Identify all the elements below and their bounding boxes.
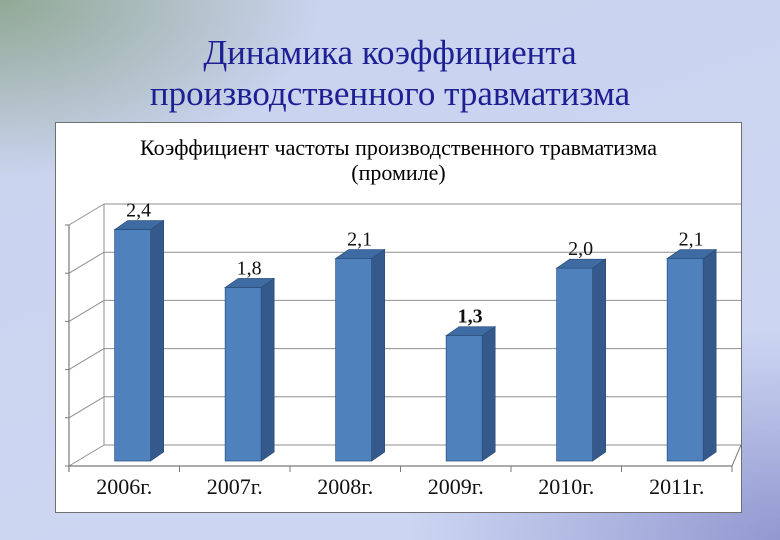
slide-title-line-1: Динамика коэффициента bbox=[203, 33, 577, 72]
left-wall-gridline bbox=[68, 348, 105, 371]
category-label: 2011г. bbox=[649, 474, 704, 499]
left-wall-gridline bbox=[68, 444, 105, 467]
bar-front-face bbox=[114, 229, 152, 462]
chart-title-line-2: (промиле) bbox=[351, 160, 446, 185]
left-wall-gridline bbox=[68, 299, 105, 322]
category-label: 2010г. bbox=[538, 474, 594, 499]
chart-panel: Коэффициент частоты производственного тр… bbox=[55, 122, 742, 513]
chart-title: Коэффициент частоты производственного тр… bbox=[56, 135, 741, 185]
bar-front-face bbox=[666, 258, 704, 462]
bar-side-face bbox=[592, 258, 607, 462]
floor-right-edge bbox=[731, 444, 741, 467]
bar-side-face bbox=[481, 326, 496, 462]
bar-side-face bbox=[702, 248, 717, 462]
bar-front-face bbox=[556, 267, 594, 462]
category-label: 2008г. bbox=[317, 474, 373, 499]
category-label: 2007г. bbox=[207, 474, 263, 499]
bar-front-face bbox=[224, 287, 262, 462]
bar-side-face bbox=[150, 219, 165, 462]
bar-side-face bbox=[371, 248, 385, 462]
value-label: 2,4 bbox=[126, 200, 151, 222]
bar-chart: 2,4 2006г. 1,8 2007г. 2,1 2008г. 1,3 2009г. 2,0 2… bbox=[65, 200, 741, 499]
value-label: 2,1 bbox=[679, 229, 704, 251]
bar-side-face bbox=[260, 277, 275, 462]
category-label: 2006г. bbox=[96, 474, 152, 499]
chart-title-line-1: Коэффициент частоты производственного тр… bbox=[140, 135, 657, 160]
slide-title: Динамика коэффициента производственного … bbox=[0, 32, 780, 114]
bar-front-face bbox=[335, 258, 372, 462]
value-label: 2,1 bbox=[347, 229, 372, 251]
value-label: 1,3 bbox=[458, 306, 483, 328]
left-wall-gridline bbox=[68, 396, 105, 419]
bar-front-face bbox=[445, 335, 483, 462]
left-wall-gridline bbox=[68, 203, 105, 226]
value-label: 2,0 bbox=[568, 238, 593, 260]
left-wall-gridline bbox=[68, 251, 105, 274]
value-label: 1,8 bbox=[237, 257, 262, 279]
slide-title-line-2: производственного травматизма bbox=[149, 74, 631, 113]
category-label: 2009г. bbox=[428, 474, 484, 499]
